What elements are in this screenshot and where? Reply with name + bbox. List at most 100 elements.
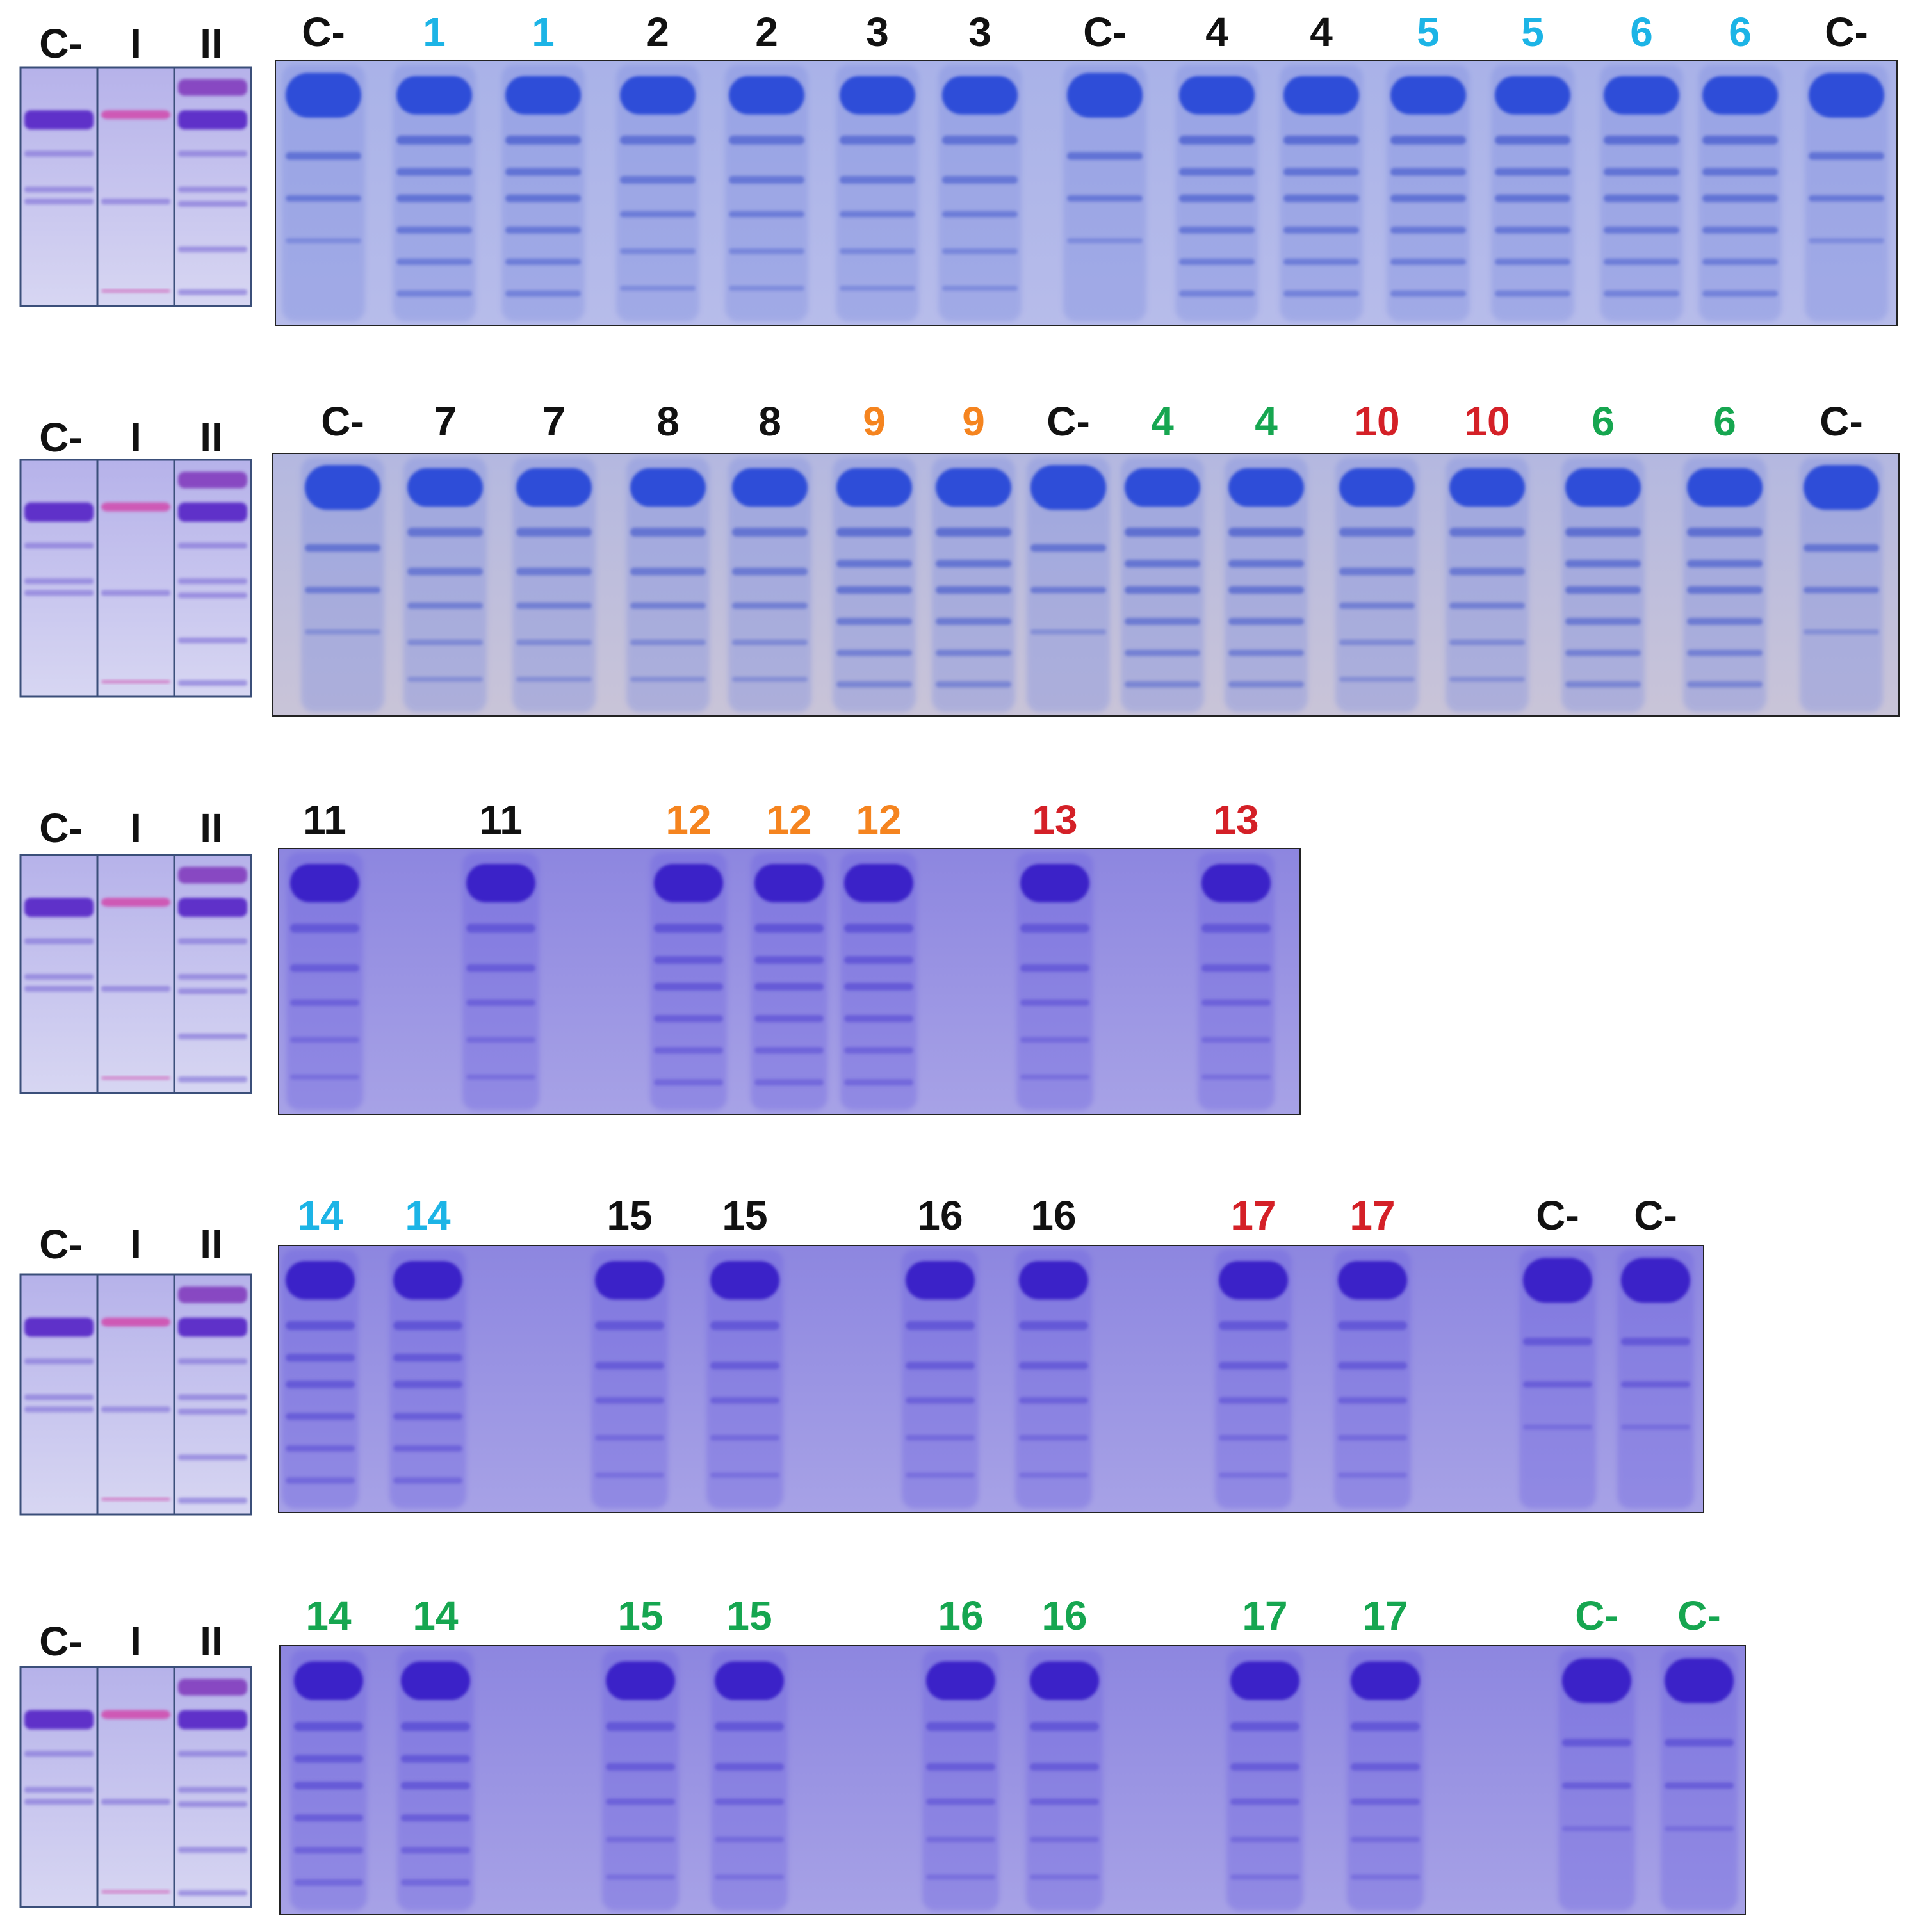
lane-band	[836, 586, 912, 594]
lane-band	[286, 1380, 355, 1388]
marker-band	[24, 1799, 94, 1805]
gel-1: C- 1 1 2 2 3 3 C- 4 4 5 5 6 6 C-	[275, 9, 1898, 326]
lane-band	[1019, 1361, 1088, 1370]
lane-label: 1	[532, 9, 555, 55]
marker-band	[24, 974, 94, 980]
lane-band	[1565, 468, 1641, 507]
marker-band	[178, 1076, 247, 1082]
lane-band	[754, 923, 824, 933]
lane-label: 11	[479, 797, 523, 843]
lane-band	[1125, 528, 1200, 537]
lane-band	[906, 1321, 975, 1331]
lane-band	[1390, 258, 1466, 265]
gel-lane	[501, 65, 585, 321]
lane-band	[1351, 1874, 1420, 1880]
lane-band	[606, 1661, 675, 1700]
lane-band	[305, 587, 380, 594]
marker-band	[24, 199, 94, 205]
lane-band	[1702, 290, 1778, 297]
lane-band	[1201, 923, 1271, 933]
marker-band	[24, 1787, 94, 1793]
lane-label: 11	[303, 797, 346, 843]
lane-smear	[1698, 65, 1782, 321]
lane-band	[466, 923, 535, 933]
lane-band	[620, 175, 696, 184]
lane-label: 3	[968, 9, 991, 55]
lane-band	[1219, 1397, 1288, 1404]
lane-smear	[932, 457, 1015, 712]
lane-band	[393, 1261, 462, 1300]
marker-band	[101, 1710, 170, 1719]
lane-smear	[286, 852, 363, 1110]
lane-band	[516, 528, 592, 537]
lane-band	[1604, 76, 1679, 115]
lane-band	[407, 528, 483, 537]
gel-lane	[1347, 1650, 1424, 1911]
lane-band	[936, 617, 1011, 625]
lane-band	[1219, 1472, 1288, 1478]
marker-label-i: I	[130, 414, 142, 460]
lane-band	[1604, 135, 1679, 145]
lane-band	[1604, 194, 1679, 202]
lane-band	[1702, 194, 1778, 202]
lane-band	[1687, 560, 1763, 568]
lane-band	[1020, 1037, 1089, 1043]
lane-band	[942, 175, 1018, 184]
lane-band	[1228, 468, 1304, 507]
lane-band	[1201, 863, 1271, 902]
lane-band	[1338, 1397, 1407, 1404]
lane-band	[1390, 76, 1466, 115]
marker-band	[178, 1409, 247, 1415]
lane-smear	[1063, 65, 1146, 321]
lane-band	[1809, 152, 1884, 160]
lane-label: 13	[1213, 797, 1258, 843]
gel-lane	[616, 65, 699, 321]
lane-band	[729, 248, 804, 254]
lane-band	[654, 982, 723, 991]
lane-band	[654, 1015, 723, 1023]
marker-label-cneg: C-	[39, 414, 83, 460]
lane-band	[906, 1434, 975, 1441]
lane-band	[1449, 528, 1525, 537]
lane-band	[840, 248, 915, 254]
marker-band	[101, 1799, 170, 1805]
lane-band	[290, 999, 359, 1006]
lane-band	[1228, 649, 1304, 656]
lane-label: C-	[1677, 1593, 1721, 1639]
marker-band	[178, 1847, 247, 1853]
lane-smear	[282, 65, 365, 321]
lane-smear	[1198, 852, 1275, 1110]
lane-band	[1687, 468, 1763, 507]
marker-band	[24, 590, 94, 596]
lane-band	[407, 567, 483, 576]
lane-band	[729, 286, 804, 291]
gel-lane	[1175, 65, 1258, 321]
lane-band	[836, 617, 912, 625]
lane-smear	[626, 457, 710, 712]
lane-band	[1665, 1739, 1734, 1747]
lane-smear	[1805, 65, 1888, 321]
lane-band	[290, 863, 359, 902]
lane-band	[1230, 1798, 1299, 1805]
lane-band	[926, 1661, 995, 1700]
lane-band	[466, 964, 535, 972]
lane-band	[393, 1477, 462, 1484]
lane-band	[1283, 76, 1359, 115]
lane-band	[942, 248, 1018, 254]
gel-lane	[728, 457, 811, 712]
lane-band	[1702, 226, 1778, 234]
lane-smear	[1661, 1650, 1738, 1911]
lane-band	[1565, 528, 1641, 537]
lane-label: 4	[1151, 398, 1174, 444]
lane-band	[630, 468, 706, 507]
lane-band	[595, 1434, 664, 1441]
marker-band	[24, 938, 94, 945]
gel-lane	[1617, 1249, 1694, 1509]
lane-label: 15	[617, 1593, 663, 1639]
gel-lane	[938, 65, 1022, 321]
lane-smear	[1558, 1650, 1635, 1911]
lane-band	[516, 639, 592, 645]
lane-band	[1020, 999, 1089, 1006]
marker-band	[178, 110, 247, 130]
